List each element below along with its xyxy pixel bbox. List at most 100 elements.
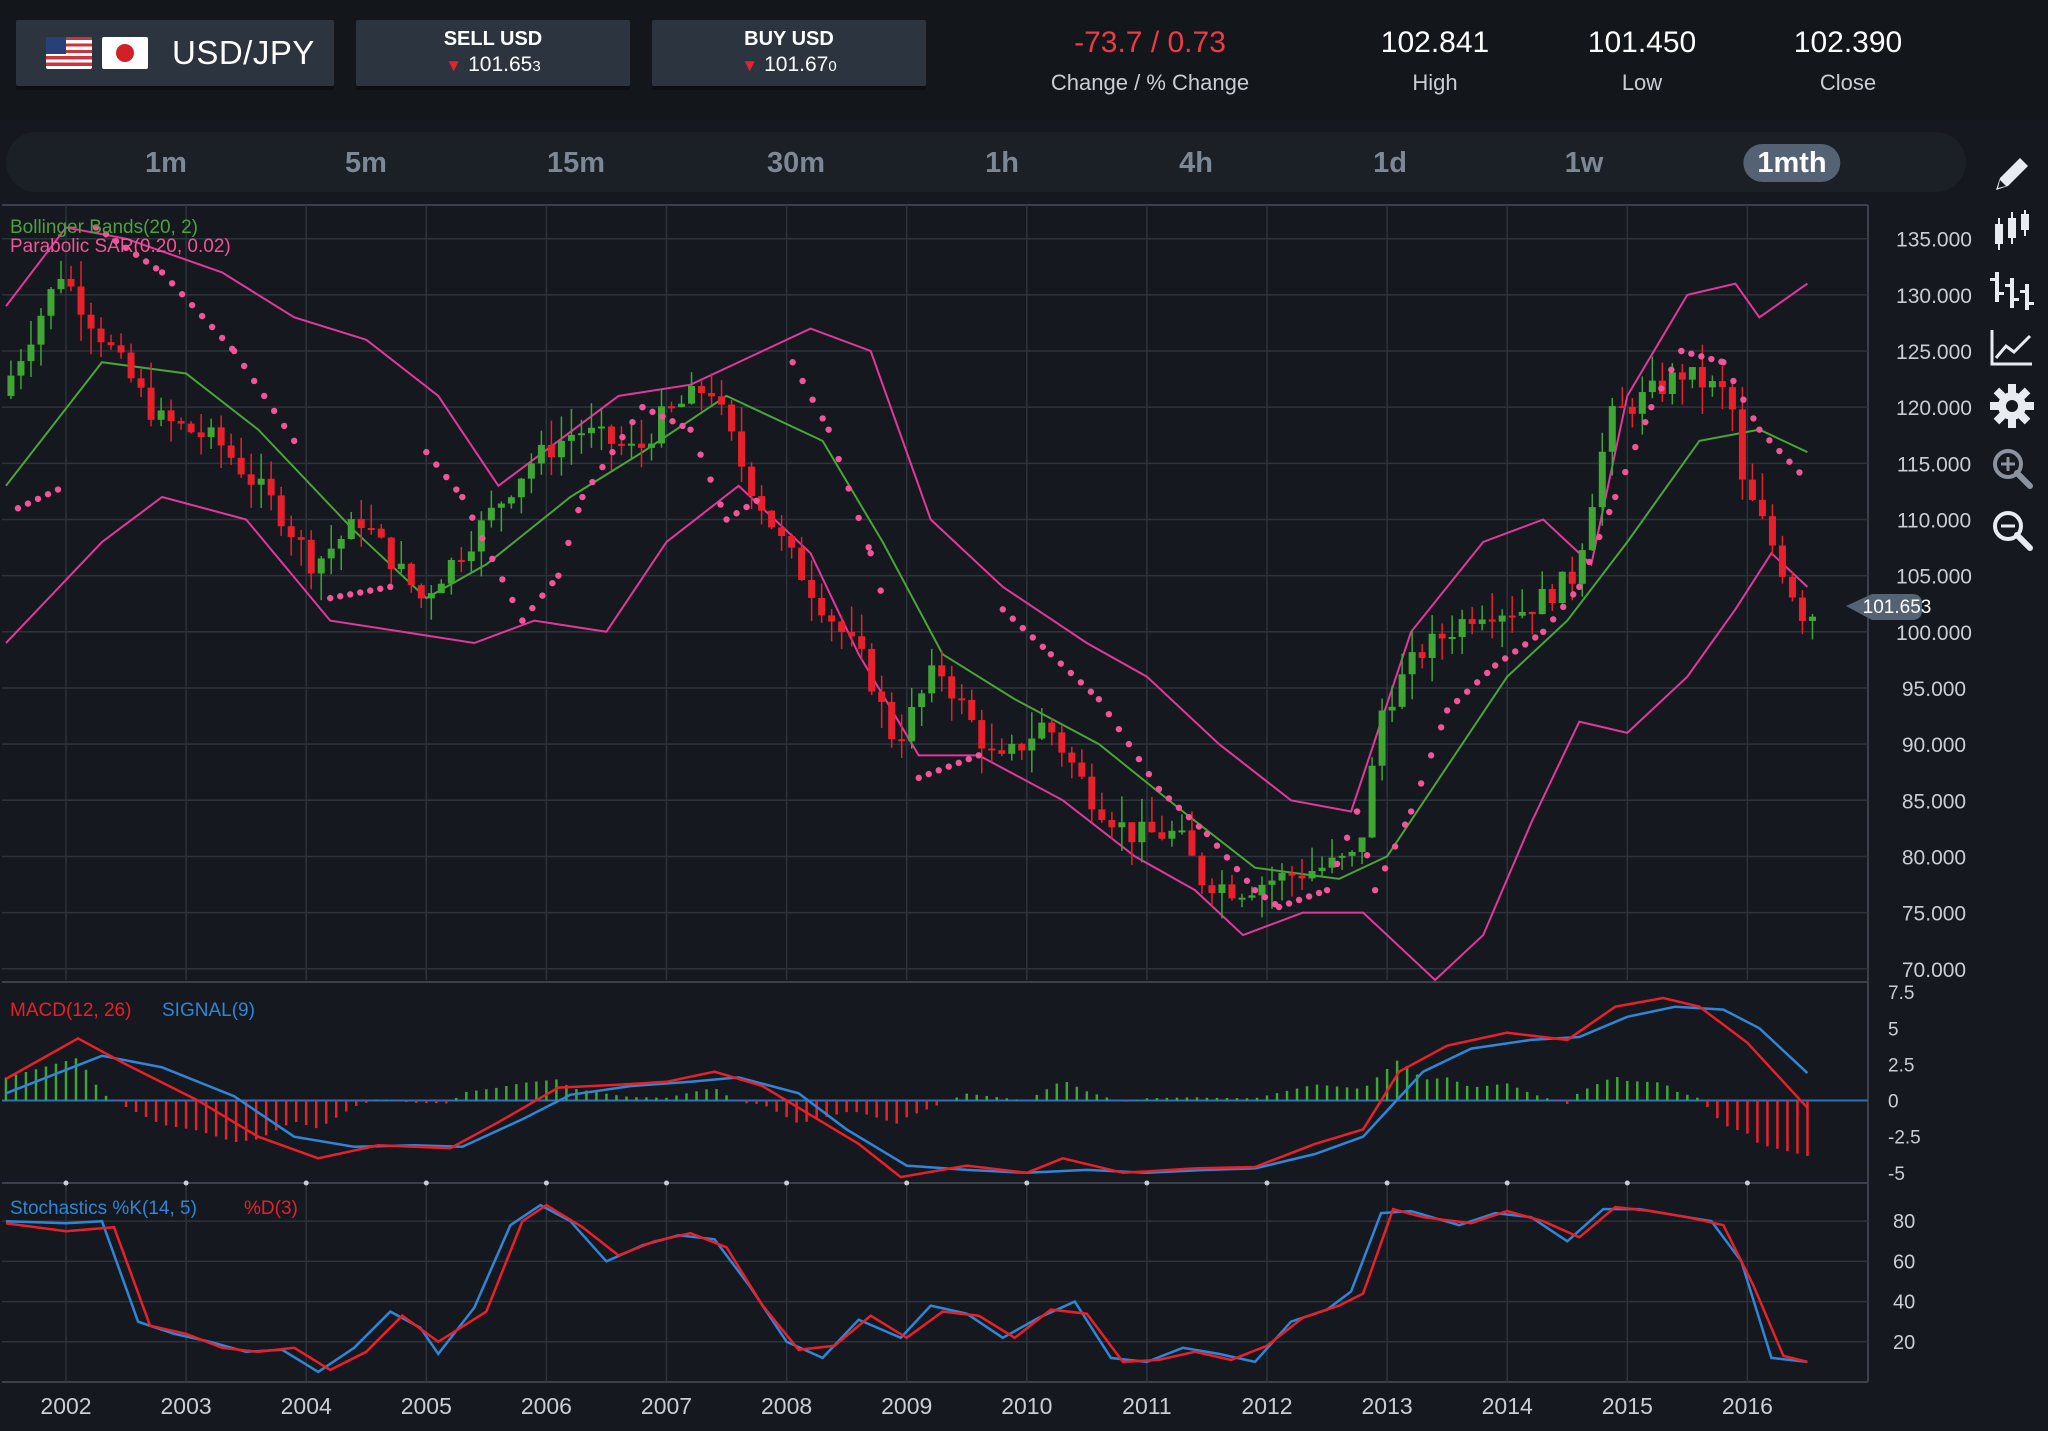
candle-bear — [247, 474, 255, 485]
sar-dot — [555, 572, 562, 579]
macd-y-tick-label: 2.5 — [1888, 1055, 1914, 1076]
low-stat: 101.450 Low — [1567, 26, 1717, 96]
sar-dot — [1786, 458, 1793, 465]
y-tick-label: 125.000 — [1896, 341, 1972, 364]
candle-bull — [1518, 611, 1526, 616]
candle-bull — [1218, 884, 1226, 893]
candle-bear — [998, 750, 1006, 754]
y-tick-label: 95.000 — [1902, 678, 1966, 701]
current-price-label: 101.653 — [1863, 597, 1932, 618]
candlestick-icon[interactable] — [1986, 206, 2038, 258]
sar-dot — [459, 493, 466, 501]
sar-dot — [1343, 834, 1351, 841]
timeframe-1d[interactable]: 1d — [1373, 147, 1407, 179]
sar-dot — [1658, 385, 1665, 392]
candle-bear — [738, 431, 746, 467]
candle-bear — [1048, 722, 1056, 733]
candle-bull — [1258, 884, 1266, 896]
sell-usd-button[interactable]: SELL USD ▼ 101.653 — [356, 20, 630, 86]
sar-dot — [1512, 648, 1519, 655]
candle-bull — [1558, 571, 1566, 604]
candle-bear — [698, 385, 706, 394]
timeframe-1w[interactable]: 1w — [1564, 147, 1604, 179]
timeframe-1h[interactable]: 1h — [985, 147, 1019, 179]
sar-dot — [489, 555, 496, 563]
sar-dot — [1047, 651, 1055, 658]
sar-dot — [1648, 403, 1655, 411]
pencil-icon[interactable] — [1986, 148, 2038, 200]
timeframe-1m[interactable]: 1m — [145, 147, 187, 179]
sell-price-main: 101.65 — [468, 53, 533, 76]
sar-dot — [877, 587, 884, 594]
candle-bull — [1538, 589, 1546, 615]
candle-bear — [878, 691, 886, 702]
candle-bull — [1598, 451, 1606, 508]
sar-dot — [669, 418, 676, 425]
timeframe-15m[interactable]: 15m — [546, 147, 606, 179]
timeframe-bar: 1m 5m 15m 30m 1h 4h 1d 1w 1mth — [6, 132, 1966, 192]
line-chart-icon[interactable] — [1986, 322, 2038, 374]
candle-bear — [87, 314, 95, 329]
candle-bear — [147, 387, 155, 420]
candle-bear — [938, 665, 946, 677]
sar-dot — [1261, 893, 1269, 901]
sar-dot — [743, 503, 750, 511]
stoch-y-tick-label: 80 — [1893, 1211, 1915, 1233]
candle-bear — [297, 537, 305, 540]
sar-dot — [1678, 347, 1685, 355]
price-chart[interactable]: 2002 2003 2004 2005 2006 2007 2008 2009 2010 2011… — [0, 200, 1976, 1431]
sar-dot — [1353, 808, 1361, 815]
candle-bull — [507, 497, 515, 504]
sar-dot — [609, 448, 616, 456]
candle-bear — [1618, 406, 1626, 409]
sar-dot — [1642, 418, 1649, 426]
candle-bear — [748, 466, 756, 497]
timeframe-30m[interactable]: 30m — [766, 147, 826, 179]
sar-dot — [327, 594, 334, 602]
candle-bull — [1458, 619, 1466, 637]
timeframe-4h[interactable]: 4h — [1179, 147, 1213, 179]
candle-bull — [1028, 738, 1036, 751]
currency-pair-selector[interactable]: USD/JPY — [16, 20, 334, 86]
sar-dot — [1483, 669, 1491, 677]
high-label: High — [1412, 70, 1458, 95]
candle-bull — [657, 406, 665, 444]
sar-dot — [935, 767, 942, 774]
candle-bear — [758, 496, 766, 511]
zoom-out-icon[interactable] — [1986, 504, 2038, 556]
year-tick-dot — [1264, 1180, 1270, 1186]
candle-bull — [487, 507, 495, 521]
sar-dot — [619, 433, 626, 441]
sar-dot — [1285, 900, 1293, 907]
candle-bull — [1588, 507, 1596, 551]
sar-dot — [753, 497, 760, 504]
sar-dot — [687, 426, 694, 433]
candle-bear — [1088, 776, 1096, 810]
sar-dot — [789, 359, 796, 366]
sar-dot — [1213, 842, 1221, 849]
buy-usd-button[interactable]: BUY USD ▼ 101.670 — [652, 20, 926, 86]
zoom-in-icon[interactable] — [1986, 442, 2038, 494]
candle-bull — [497, 503, 505, 508]
timeframe-5m[interactable]: 5m — [345, 147, 387, 179]
candle-bull — [1328, 857, 1336, 868]
candle-bear — [898, 739, 906, 742]
candle-bear — [277, 495, 285, 527]
timeframe-1mth[interactable]: 1mth — [1743, 144, 1841, 182]
sar-dot — [1295, 896, 1303, 904]
sar-dot — [1740, 396, 1747, 403]
y-tick-label: 80.000 — [1902, 846, 1966, 869]
candle-bear — [177, 421, 185, 424]
y-tick-label: 120.000 — [1896, 397, 1972, 420]
ohlc-bars-icon[interactable] — [1986, 264, 2038, 316]
year-tick-dot — [1624, 1180, 1630, 1186]
candle-bear — [357, 519, 365, 529]
year-tick-dot — [543, 1180, 549, 1186]
sar-dot — [1463, 688, 1471, 695]
sar-dot — [565, 539, 572, 547]
sar-dot — [357, 589, 364, 596]
gear-icon[interactable] — [1986, 380, 2038, 432]
candle-bear — [1148, 821, 1156, 833]
x-tick-label: 2003 — [161, 1393, 212, 1419]
sar-dot — [1491, 662, 1499, 669]
